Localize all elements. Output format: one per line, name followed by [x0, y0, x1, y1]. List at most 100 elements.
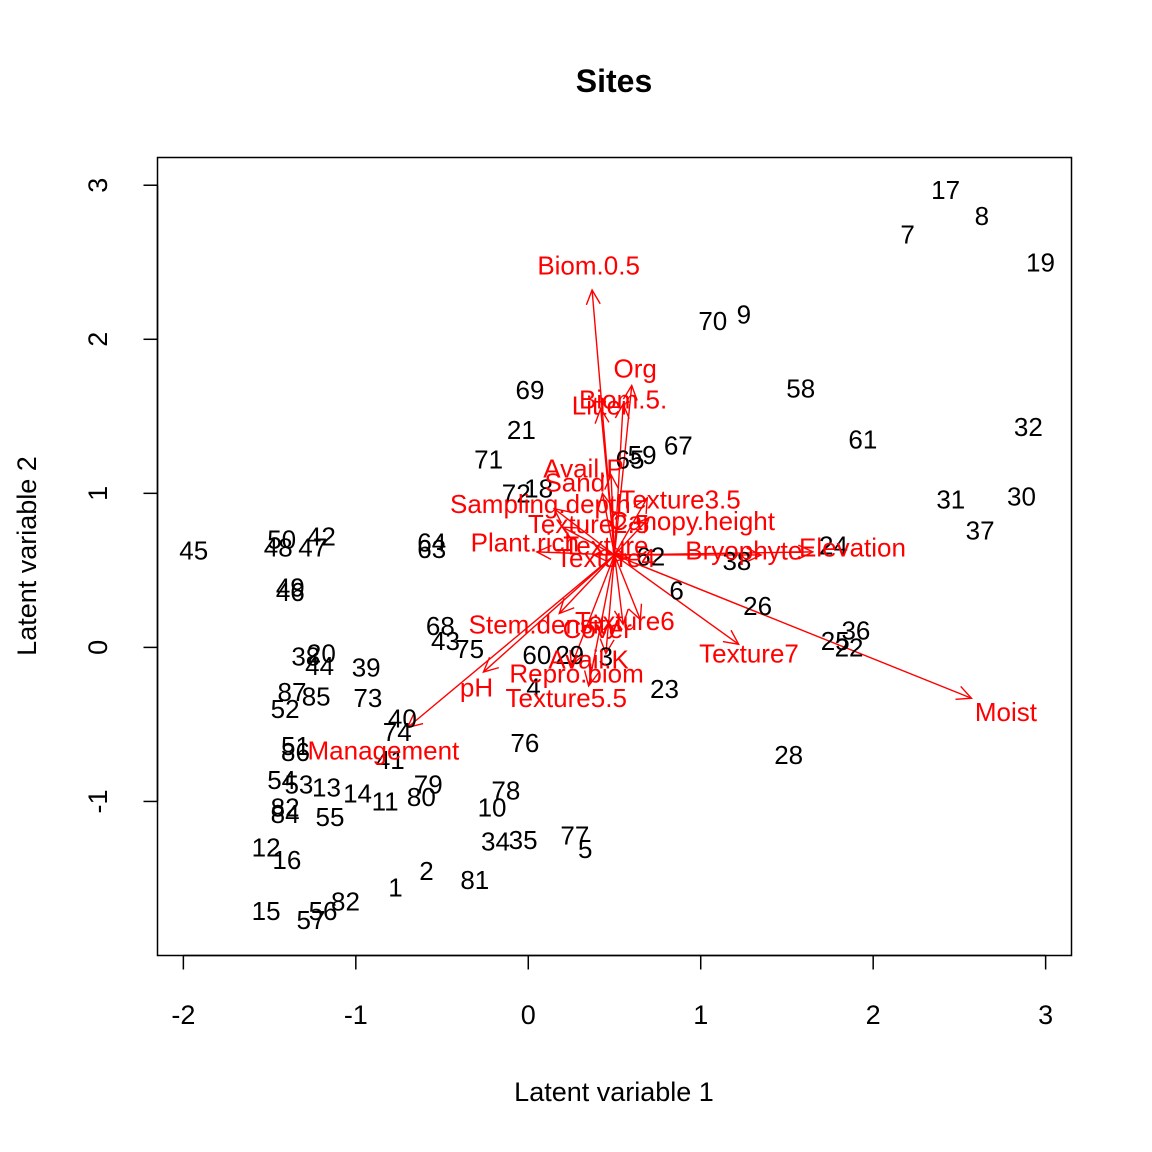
site-label: 52	[271, 694, 300, 724]
site-label: 11	[372, 786, 399, 816]
variable-label: Litter	[572, 391, 630, 421]
y-tick-label: 0	[83, 640, 113, 655]
variable-label: Texture5.5	[506, 683, 627, 713]
variable-label: Elevation	[799, 532, 906, 562]
site-label: 15	[252, 896, 281, 926]
variable-arrow	[604, 473, 620, 555]
variable-label: pH	[460, 672, 493, 702]
variable-arrow	[569, 554, 616, 668]
variable-arrow	[614, 554, 973, 701]
variable-label: Texture3.5	[619, 485, 740, 515]
variable-label: Sampling.depth	[450, 489, 631, 519]
site-label: 2	[419, 856, 433, 886]
site-label: 37	[966, 515, 995, 545]
variable-arrow	[614, 544, 815, 560]
site-label: 22	[835, 632, 864, 662]
site-label: 30	[1007, 481, 1036, 511]
site-label: 65	[616, 444, 645, 474]
site-label: 6	[669, 575, 683, 605]
variable-arrow	[583, 554, 616, 688]
site-label: 25	[821, 626, 850, 656]
site-label: 71	[474, 444, 503, 474]
variable-arrows	[406, 288, 973, 729]
variable-label: Sand	[544, 468, 605, 498]
site-label: 41	[376, 745, 405, 775]
site-label: 28	[774, 740, 803, 770]
site-label: 12	[252, 833, 281, 863]
x-axis: -2 -1 0 1 2 3	[171, 954, 1053, 1030]
variable-arrow	[561, 526, 615, 556]
y-axis: -1 0 1 2 3	[83, 178, 159, 813]
site-label: 75	[455, 634, 484, 664]
site-label: 51	[281, 731, 310, 761]
site-label: 35	[509, 825, 538, 855]
site-label: 7	[900, 220, 914, 250]
variable-label: Avail.P	[543, 454, 623, 484]
variable-arrow	[613, 554, 643, 622]
variable-arrow	[597, 491, 616, 556]
site-label: 58	[786, 374, 815, 404]
variable-label: Biom.5.	[579, 384, 667, 414]
site-label: 3	[599, 642, 613, 672]
variable-arrow	[613, 383, 638, 556]
variable-arrow	[482, 554, 615, 674]
site-label: 21	[507, 415, 536, 445]
site-label: 5	[578, 834, 592, 864]
site-label: 61	[848, 424, 877, 454]
site-label: 60	[522, 640, 551, 670]
site-label: 24	[819, 531, 848, 561]
variable-arrow	[613, 516, 651, 556]
site-label: 80	[407, 782, 436, 812]
variable-label: Texture4	[556, 543, 656, 573]
x-tick-label: -1	[344, 1000, 368, 1030]
site-label: 23	[650, 674, 679, 704]
variable-label: Stem.density	[469, 609, 619, 639]
variable-label: Avail.K	[548, 645, 629, 675]
site-label: 86	[281, 737, 310, 767]
site-label: 46	[276, 577, 305, 607]
site-label: 50	[267, 525, 296, 555]
y-tick-label: 3	[83, 178, 113, 193]
variable-label: Moist	[975, 697, 1038, 727]
chart-title: Sites	[576, 63, 652, 99]
variable-arrow	[614, 554, 740, 646]
site-label: 78	[491, 776, 520, 806]
site-label: 13	[312, 773, 341, 803]
site-label: 49	[276, 572, 305, 602]
site-label: 54	[267, 765, 296, 795]
x-tick-label: -2	[171, 1000, 195, 1030]
y-tick-label: 1	[83, 486, 113, 501]
y-tick-label: -1	[83, 789, 113, 813]
variable-arrow	[613, 402, 630, 555]
site-label: 85	[302, 682, 331, 712]
site-label: 69	[516, 375, 545, 405]
site-label: 20	[307, 639, 336, 669]
variable-label: Canopy.height	[609, 506, 776, 536]
site-label: 16	[272, 845, 301, 875]
variable-label: Management	[308, 736, 461, 766]
x-tick-label: 2	[866, 1000, 881, 1030]
variable-label: Org	[614, 354, 657, 384]
site-label: 48	[264, 532, 293, 562]
site-label: 79	[414, 770, 443, 800]
site-label: 68	[426, 611, 455, 641]
site-label: 57	[297, 905, 326, 935]
variable-arrow	[552, 507, 615, 556]
variable-label: Repro.biom	[509, 659, 643, 689]
site-label: 47	[298, 532, 327, 562]
site-label: 26	[743, 591, 772, 621]
site-label: 59	[628, 440, 657, 470]
variable-arrow	[558, 554, 616, 615]
variable-label: Plant.rich	[471, 528, 579, 558]
variable-label: Biom.0.5	[537, 250, 640, 280]
site-label: 77	[560, 820, 589, 850]
site-label: 76	[510, 728, 539, 758]
site-label: 1	[388, 873, 402, 903]
site-label: 32	[1014, 412, 1043, 442]
site-label: 8	[975, 201, 989, 231]
site-label: 38	[722, 546, 751, 576]
site-label: 36	[841, 615, 870, 645]
site-label: 44	[305, 651, 334, 681]
